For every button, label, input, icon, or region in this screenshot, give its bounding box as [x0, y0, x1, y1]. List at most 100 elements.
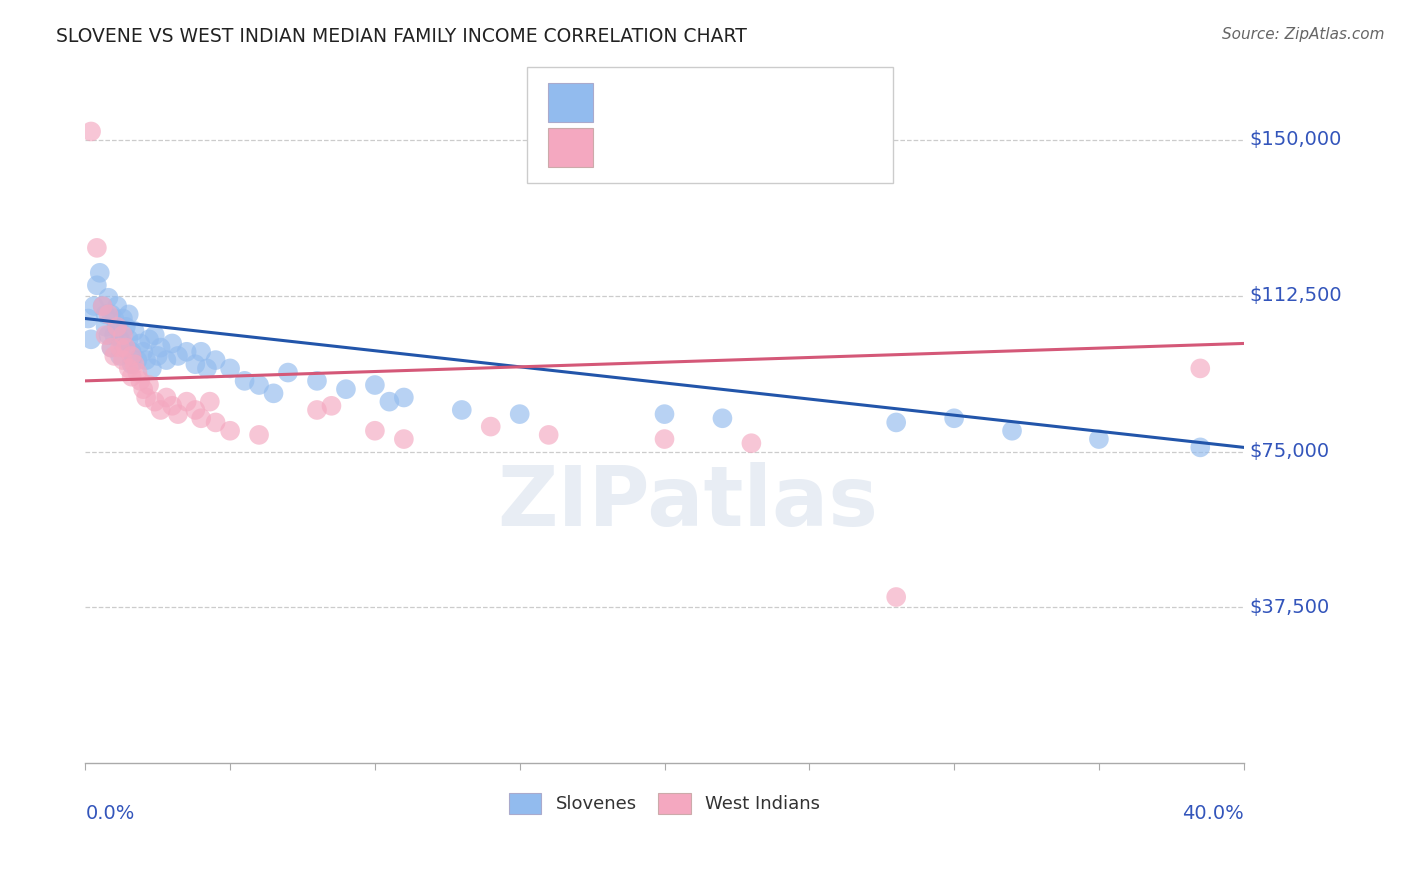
Point	[392, 391, 415, 405]
Point	[1189, 361, 1212, 376]
Text: $150,000: $150,000	[1250, 130, 1341, 149]
Point	[77, 311, 100, 326]
Point	[132, 382, 155, 396]
Point	[115, 319, 138, 334]
Text: Source: ZipAtlas.com: Source: ZipAtlas.com	[1222, 27, 1385, 42]
Point	[105, 319, 128, 334]
Point	[740, 436, 762, 450]
Point	[155, 353, 177, 368]
Point	[121, 349, 143, 363]
Text: R = -0.193: R = -0.193	[602, 91, 710, 109]
Point	[204, 416, 226, 430]
Point	[111, 353, 134, 368]
Text: R =  0.052: R = 0.052	[602, 136, 710, 153]
Point	[509, 407, 531, 421]
Point	[149, 341, 172, 355]
Point	[321, 399, 343, 413]
Point	[943, 411, 966, 425]
Point	[121, 369, 143, 384]
Point	[176, 344, 198, 359]
Point	[479, 419, 502, 434]
Point	[204, 353, 226, 368]
Point	[115, 341, 138, 355]
Point	[247, 428, 270, 442]
Point	[118, 307, 141, 321]
Point	[654, 407, 676, 421]
Point	[86, 241, 108, 255]
Point	[91, 299, 114, 313]
Point	[143, 394, 166, 409]
Point	[103, 349, 125, 363]
Point	[219, 424, 242, 438]
Point	[83, 299, 105, 313]
Point	[141, 361, 163, 376]
Point	[219, 361, 242, 376]
Point	[89, 266, 111, 280]
Point	[138, 378, 160, 392]
Text: $75,000: $75,000	[1250, 442, 1330, 461]
Text: SLOVENE VS WEST INDIAN MEDIAN FAMILY INCOME CORRELATION CHART: SLOVENE VS WEST INDIAN MEDIAN FAMILY INC…	[56, 27, 747, 45]
Point	[149, 403, 172, 417]
Point	[129, 374, 152, 388]
Point	[654, 432, 676, 446]
Point	[127, 353, 149, 368]
Point	[711, 411, 734, 425]
Point	[108, 341, 131, 355]
Point	[100, 341, 122, 355]
Point	[100, 341, 122, 355]
Point	[884, 416, 907, 430]
Point	[1189, 441, 1212, 455]
Point	[537, 428, 560, 442]
Point	[129, 336, 152, 351]
Text: N = 63: N = 63	[752, 91, 815, 109]
Point	[115, 341, 138, 355]
Point	[97, 291, 120, 305]
Point	[100, 307, 122, 321]
Point	[138, 332, 160, 346]
Point	[364, 378, 387, 392]
Point	[103, 328, 125, 343]
Point	[1088, 432, 1111, 446]
Point	[392, 432, 415, 446]
Point	[127, 366, 149, 380]
Point	[121, 357, 143, 371]
Point	[97, 307, 120, 321]
Point	[111, 328, 134, 343]
Point	[167, 349, 190, 363]
Point	[277, 366, 299, 380]
Point	[190, 344, 212, 359]
Point	[146, 349, 169, 363]
Point	[1001, 424, 1024, 438]
Point	[118, 361, 141, 376]
Point	[155, 391, 177, 405]
Point	[111, 336, 134, 351]
Point	[132, 344, 155, 359]
Point	[190, 411, 212, 425]
Point	[80, 124, 103, 138]
Point	[80, 332, 103, 346]
Point	[86, 278, 108, 293]
Point	[195, 361, 218, 376]
Point	[247, 378, 270, 392]
Point	[884, 590, 907, 604]
Text: 0.0%: 0.0%	[86, 805, 135, 823]
Text: $37,500: $37,500	[1250, 598, 1330, 617]
Point	[124, 357, 146, 371]
Point	[105, 319, 128, 334]
Point	[160, 336, 183, 351]
Point	[335, 382, 357, 396]
Point	[94, 307, 117, 321]
Point	[135, 353, 157, 368]
Point	[184, 357, 207, 371]
Point	[198, 394, 221, 409]
Point	[108, 349, 131, 363]
Point	[105, 299, 128, 313]
Text: 40.0%: 40.0%	[1182, 805, 1244, 823]
Point	[233, 374, 256, 388]
Point	[364, 424, 387, 438]
Point	[94, 328, 117, 343]
Text: $112,500: $112,500	[1250, 286, 1343, 305]
Text: ZIPatlas: ZIPatlas	[498, 462, 879, 543]
Point	[184, 403, 207, 417]
Point	[263, 386, 285, 401]
